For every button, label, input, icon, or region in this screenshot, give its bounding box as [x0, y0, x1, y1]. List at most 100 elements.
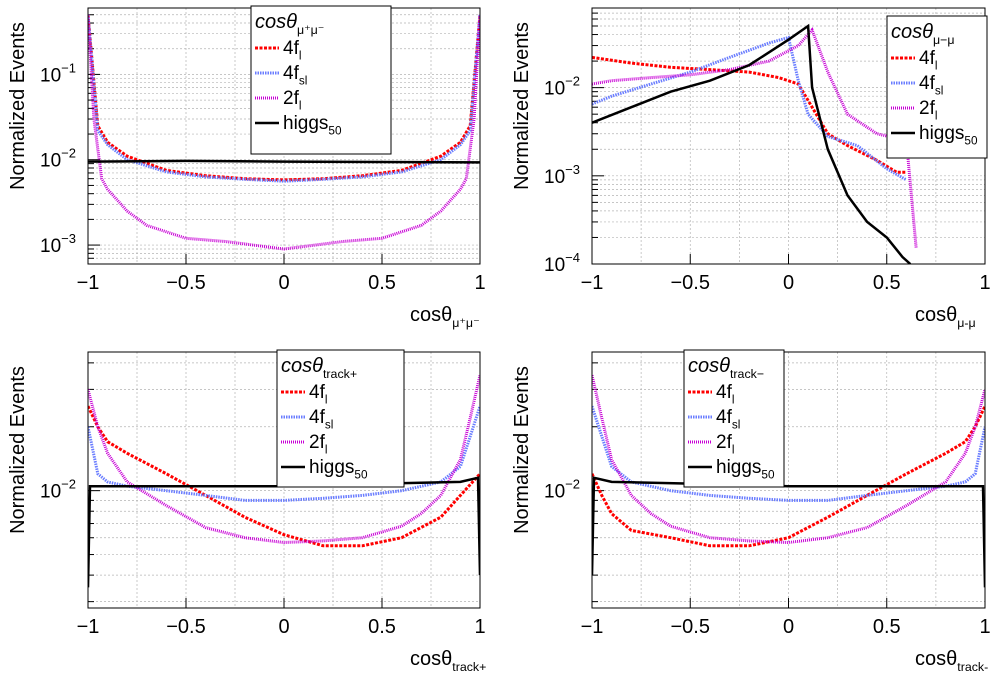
legend-label-4f_l-main: 4f — [283, 38, 300, 59]
legend-title-sub: track− — [730, 367, 764, 381]
y-tick-label: 10−4 — [544, 250, 580, 276]
y-tick-base: 10 — [544, 255, 565, 276]
legend-title-sub: μ−μ — [933, 33, 955, 47]
x-tick-label: 1 — [474, 616, 485, 638]
legend-label-2f_l-sub: l — [732, 444, 735, 457]
y-tick-base: 10 — [40, 236, 61, 257]
x-tick-label: −1 — [581, 272, 604, 294]
x-axis-label: cosθμ-μ — [915, 304, 976, 330]
legend-label-higgs: higgs50 — [309, 457, 368, 482]
y-tick-exp: −1 — [61, 60, 76, 75]
series-higgs-line — [88, 159, 480, 164]
legend-label-4f_sl-main: 4f — [283, 63, 300, 84]
series-4f_l-line — [592, 405, 985, 548]
x-tick-label: −0.5 — [671, 272, 710, 294]
legend-label-2f_l-main: 2f — [919, 98, 936, 119]
series-4f_l-line — [88, 405, 480, 548]
x-axis-label: cosθμ⁺μ⁻ — [410, 304, 480, 330]
legend-label-4f_l-main: 4f — [716, 382, 733, 403]
y-tick-exp: −4 — [565, 250, 580, 265]
y-tick-label: 10−2 — [544, 74, 580, 100]
legend-label-4f_sl: 4fsl — [309, 407, 333, 432]
x-tick-label: −0.5 — [166, 272, 205, 294]
legend-label-higgs: higgs50 — [716, 457, 775, 482]
legend-label-2f_l: 2fl — [283, 88, 301, 113]
legend-label-higgs-sub: 50 — [761, 469, 775, 482]
series-4f_sl-line — [88, 14, 480, 183]
y-tick-exp: −2 — [565, 477, 580, 492]
legend-label-4f_l-sub: l — [935, 60, 938, 73]
legend-label-4f_sl-sub: sl — [732, 419, 741, 432]
legend-label-2f_l-sub: l — [299, 100, 302, 113]
y-tick-exp: −2 — [565, 74, 580, 89]
legend-label-4f_sl: 4fsl — [716, 407, 740, 432]
legend-label-higgs-sub: 50 — [354, 469, 368, 482]
legend-label-higgs-sub: 50 — [328, 125, 342, 138]
x-tick-label: −1 — [581, 616, 604, 638]
x-tick-label: −0.5 — [671, 616, 710, 638]
series-4f_sl-line — [592, 35, 908, 182]
x-axis-label-main: cosθ — [410, 304, 452, 326]
x-tick-label: 0 — [783, 272, 794, 294]
legend-label-4f_sl: 4fsl — [919, 73, 943, 98]
y-tick-base: 10 — [544, 167, 565, 188]
legend-label-2f_l: 2fl — [919, 98, 937, 123]
legend-label-higgs-main: higgs — [716, 457, 761, 478]
y-axis-label: Normalized Events — [511, 366, 533, 534]
x-axis-label-main: cosθ — [915, 304, 957, 326]
legend-title-main: cosθ — [281, 355, 323, 377]
series-higgs-line — [592, 476, 985, 588]
legend-label-2f_l: 2fl — [716, 432, 734, 457]
grid — [592, 8, 985, 264]
legend-box — [886, 15, 988, 159]
y-tick-exp: −3 — [565, 162, 580, 177]
legend-label-higgs-main: higgs — [919, 123, 964, 144]
series-4f_l-line — [592, 55, 907, 174]
x-tick-label: 0.5 — [873, 272, 901, 294]
legend-label-4f_l: 4fl — [716, 382, 734, 407]
legend-label-2f_l-main: 2f — [716, 432, 733, 453]
legend-label-4f_l-sub: l — [325, 394, 328, 407]
x-axis-label-main: cosθ — [410, 648, 452, 670]
series-2f_l-line — [88, 374, 480, 545]
x-tick-label: 1 — [979, 272, 990, 294]
x-tick-label: 1 — [474, 272, 485, 294]
x-axis-label-main: cosθ — [915, 648, 957, 670]
legend-label-4f_sl-sub: sl — [299, 75, 308, 88]
grid — [592, 352, 985, 608]
legend-title-main: cosθ — [255, 11, 297, 33]
legend-title-main: cosθ — [688, 355, 730, 377]
legend-label-2f_l-sub: l — [935, 110, 938, 123]
y-tick-exp: −3 — [61, 231, 76, 246]
x-axis-label-sub: track+ — [452, 660, 486, 673]
legend-label-higgs-main: higgs — [309, 457, 354, 478]
y-tick-label: 10−3 — [40, 231, 76, 257]
x-tick-label: 0 — [783, 616, 794, 638]
x-tick-label: 0.5 — [368, 616, 396, 638]
x-tick-label: 0.5 — [368, 272, 396, 294]
series-group — [88, 14, 480, 251]
legend-label-4f_l-sub: l — [299, 50, 302, 63]
x-tick-label: 1 — [979, 616, 990, 638]
series-4f_sl-line — [88, 405, 480, 502]
legend-title-sub: track+ — [323, 367, 357, 381]
legend-label-4f_sl: 4fsl — [283, 63, 307, 88]
legend-label-4f_sl-main: 4f — [919, 73, 936, 94]
x-tick-label: 0 — [278, 272, 289, 294]
y-tick-exp: −2 — [61, 146, 76, 161]
x-tick-label: −1 — [77, 272, 100, 294]
legend-label-4f_sl-sub: sl — [325, 419, 334, 432]
legend-label-4f_sl-main: 4f — [716, 407, 733, 428]
x-axis-label-sub: track- — [957, 660, 988, 673]
y-tick-label: 10−2 — [40, 146, 76, 172]
legend-label-2f_l: 2fl — [309, 432, 327, 457]
y-tick-label: 10−2 — [544, 477, 580, 503]
x-tick-label: 0 — [278, 616, 289, 638]
legend-label-4f_sl-sub: sl — [935, 85, 944, 98]
